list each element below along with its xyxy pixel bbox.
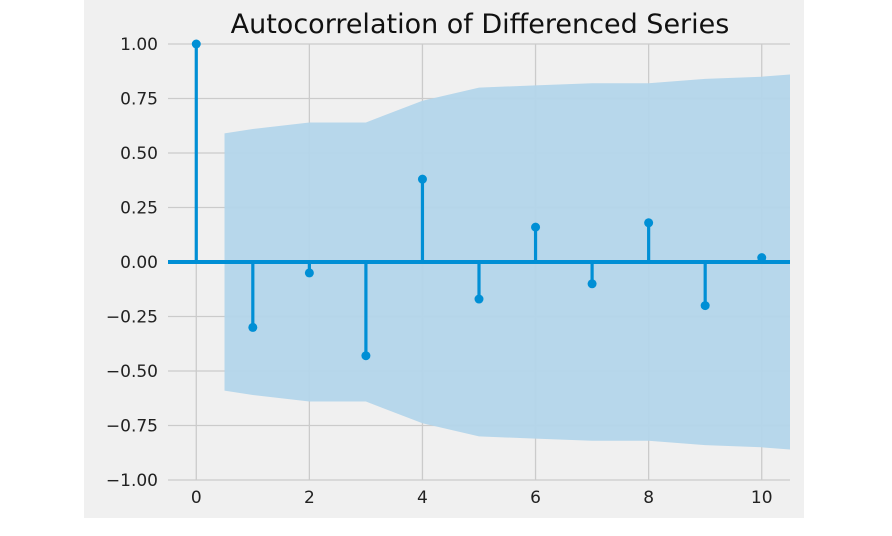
stem-marker bbox=[644, 218, 654, 228]
y-tick-label: 0.25 bbox=[120, 199, 158, 219]
y-tick-label: 0.00 bbox=[120, 253, 158, 273]
stem-marker bbox=[361, 351, 371, 361]
stem-marker bbox=[757, 253, 767, 263]
x-tick-label: 2 bbox=[304, 488, 315, 508]
stem-marker bbox=[304, 268, 314, 278]
y-tick-label: 1.00 bbox=[120, 35, 158, 55]
chart-title: Autocorrelation of Differenced Series bbox=[231, 9, 730, 40]
y-tick-label: 0.75 bbox=[120, 90, 158, 110]
y-tick-label: −0.25 bbox=[106, 308, 158, 328]
y-tick-label: −0.50 bbox=[106, 362, 158, 382]
x-tick-label: 8 bbox=[643, 488, 654, 508]
y-tick-label: 0.50 bbox=[120, 144, 158, 164]
stem-marker bbox=[417, 174, 427, 184]
stem-marker bbox=[474, 294, 484, 304]
stem-marker bbox=[531, 222, 541, 232]
x-tick-label: 10 bbox=[751, 488, 773, 508]
x-tick-label: 4 bbox=[417, 488, 428, 508]
stem-marker bbox=[587, 279, 597, 289]
y-tick-labels: 1.00 0.75 0.50 0.25 0.00 −0.25 −0.50 −0.75 −1.00 bbox=[106, 35, 158, 491]
y-tick-label: −0.75 bbox=[106, 417, 158, 437]
stem-marker bbox=[700, 301, 710, 311]
y-tick-label: −1.00 bbox=[106, 471, 158, 491]
stem-marker bbox=[248, 322, 258, 332]
x-tick-label: 6 bbox=[530, 488, 541, 508]
stem-marker bbox=[191, 39, 201, 49]
stem-layer bbox=[191, 39, 767, 361]
x-tick-labels: 0 2 4 6 8 10 bbox=[191, 488, 773, 508]
x-tick-label: 0 bbox=[191, 488, 202, 508]
